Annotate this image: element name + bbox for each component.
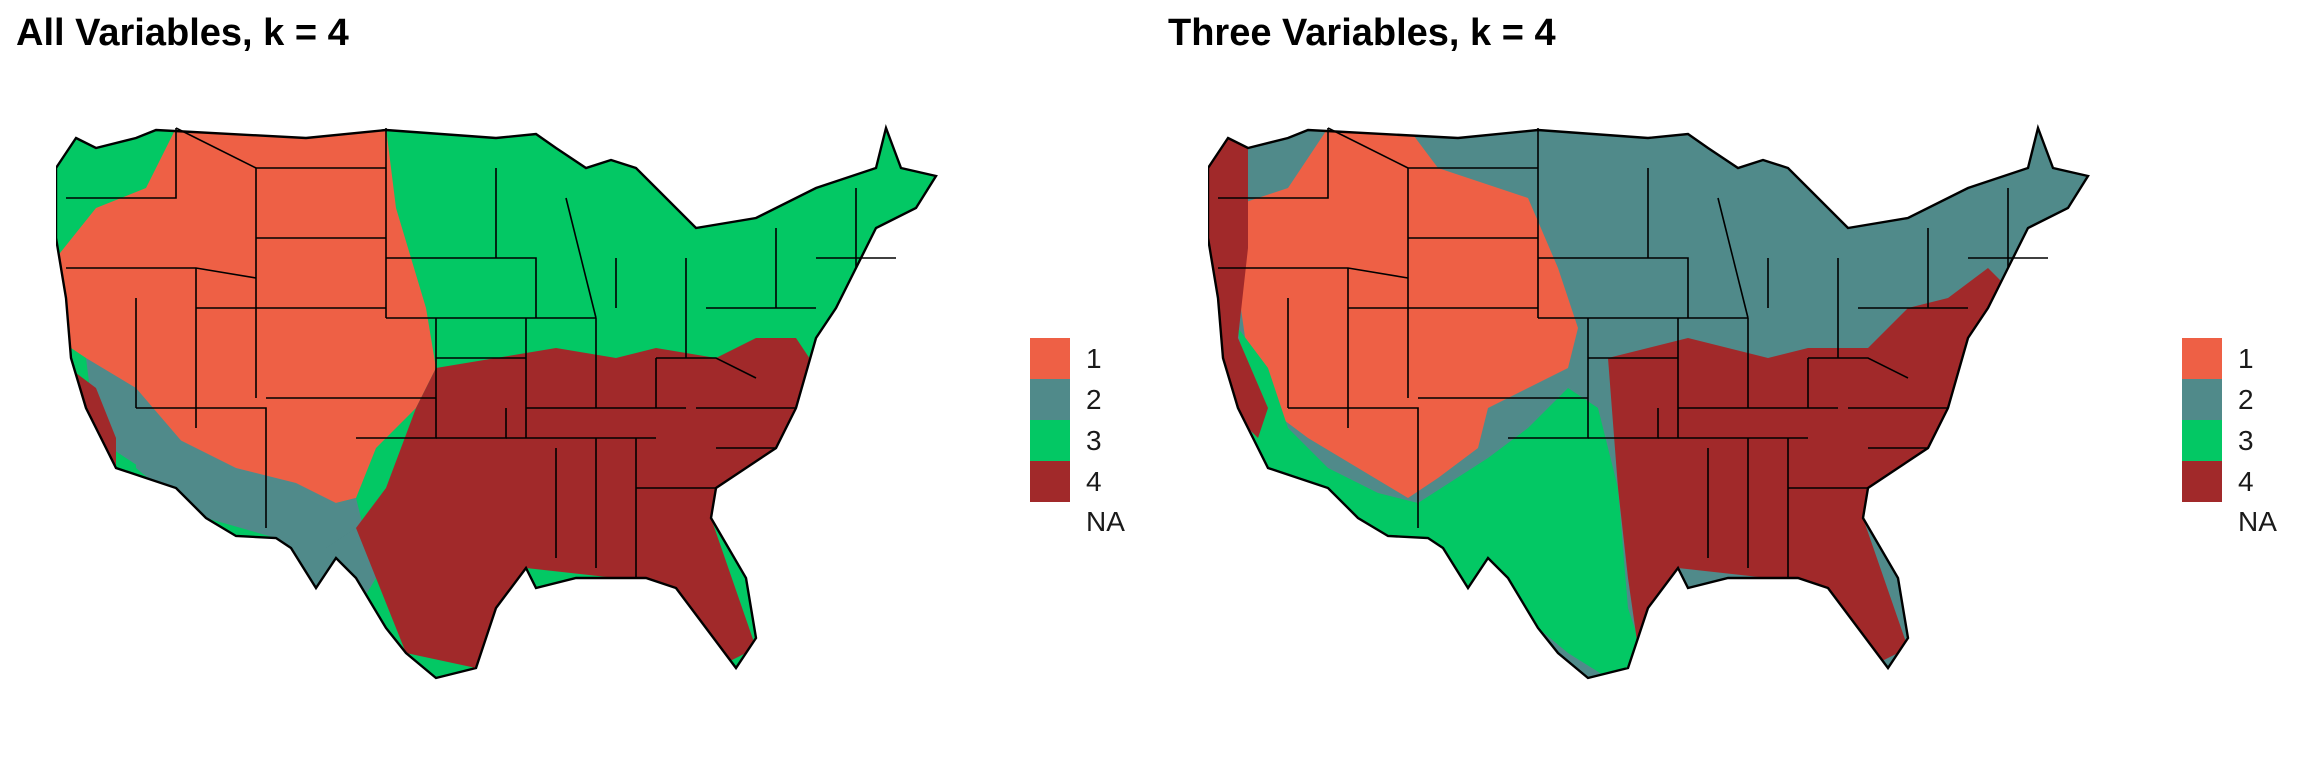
legend-label: 1 (1086, 343, 1102, 374)
us-outline (56, 123, 938, 680)
legend-swatch (1030, 461, 1070, 502)
state-borders (1218, 127, 2048, 578)
legend-swatch (2182, 338, 2222, 379)
legend-label: 3 (2238, 425, 2254, 456)
region-cluster-1 (1228, 128, 1578, 498)
map-title: All Variables, k = 4 (16, 12, 349, 54)
region-cluster-4 (356, 338, 816, 668)
region-cluster-2b (136, 408, 356, 548)
map-title: Three Variables, k = 4 (1168, 12, 1556, 54)
legend-label: 1 (2238, 343, 2254, 374)
legend-label: 4 (1086, 466, 1102, 497)
panel-three-variables: Three Variables, k = 4 (1152, 0, 2304, 768)
legend-swatch (1030, 420, 1070, 461)
legend-na-label: NA (1086, 506, 1125, 537)
state-borders (66, 127, 896, 578)
legend-swatch (1030, 338, 1070, 379)
panel-all-variables: All Variables, k = 4 (16, 12, 1125, 680)
region-cluster-4-coast (56, 358, 116, 468)
legend-na-label: NA (2238, 506, 2277, 537)
legend-swatch (2182, 461, 2222, 502)
legend-label: 2 (2238, 384, 2254, 415)
us-cluster-map (56, 123, 938, 680)
legend-label: 4 (2238, 466, 2254, 497)
legend-swatch (1030, 379, 1070, 420)
legend-swatch (2182, 379, 2222, 420)
legend-swatch (2182, 420, 2222, 461)
us-cluster-map (1208, 123, 2090, 680)
legend-label: 3 (1086, 425, 1102, 456)
region-cluster-4 (1608, 268, 2008, 668)
region-cluster-3 (1238, 328, 1648, 678)
us-outline (1208, 123, 2090, 680)
legend-label: 2 (1086, 384, 1102, 415)
